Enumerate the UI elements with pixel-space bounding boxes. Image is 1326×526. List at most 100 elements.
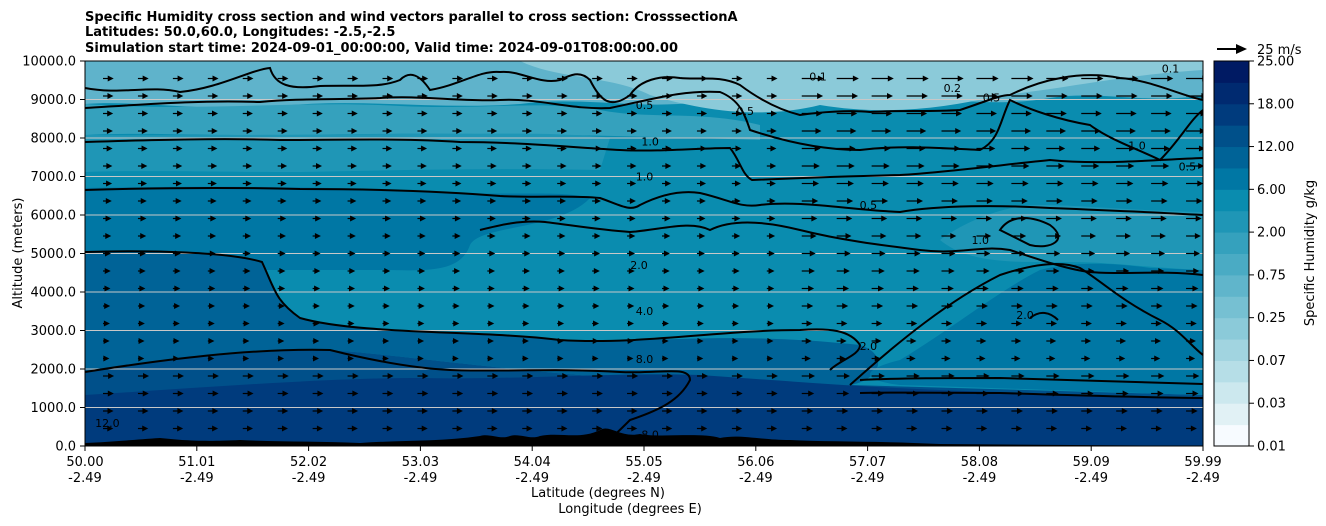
wind-vector: [906, 110, 928, 117]
wind-vector: [347, 355, 354, 362]
wind-vector: [347, 390, 359, 397]
wind-vector: [277, 320, 285, 327]
wind-vector: [242, 390, 254, 397]
wind-vector: [347, 268, 356, 274]
wind-vector: [137, 285, 146, 292]
wind-vector: [801, 425, 813, 432]
wind-vector: [417, 373, 429, 379]
wind-vector: [312, 250, 321, 257]
colorbar-frame: [1213, 60, 1250, 447]
wind-vector: [1011, 250, 1026, 257]
x-tick-label-lat: 52.02: [290, 455, 327, 470]
wind-vector: [242, 93, 254, 99]
colorbar-segment: [1214, 424, 1249, 447]
wind-vector: [976, 180, 994, 187]
wind-vector: [836, 338, 847, 344]
wind-vector: [522, 215, 531, 222]
wind-vector: [1081, 75, 1104, 82]
contour-value-label: 12.0: [95, 417, 120, 430]
wind-vector: [627, 373, 639, 379]
wind-vector: [347, 408, 359, 414]
wind-vector: [696, 163, 707, 169]
wind-vector: [871, 198, 889, 204]
wind-vector: [242, 233, 252, 239]
wind-vector: [557, 355, 564, 362]
wind-vector: [172, 128, 183, 134]
wind-vector: [1186, 373, 1200, 379]
colorbar-ticks: 0.01 0.03 0.07 0.25 0.75 2.00 6.00 12.00 18.00 25…: [1249, 55, 1294, 455]
wind-vector: [1046, 425, 1058, 432]
wind-vector: [137, 355, 145, 362]
contour-value-label: 1.0: [641, 136, 659, 149]
wind-vector: [731, 390, 743, 397]
wind-vector: [522, 163, 532, 169]
wind-vector: [1081, 180, 1099, 187]
y-tick-label: 5000.0: [31, 247, 77, 262]
wind-vector: [522, 408, 533, 414]
wind-vector: [662, 110, 673, 117]
wind-vector: [452, 373, 464, 379]
wind-vector: [347, 180, 357, 187]
wind-vector: [801, 145, 821, 152]
wind-vector: [347, 163, 357, 169]
wind-vector: [522, 425, 533, 432]
wind-vector: [696, 233, 706, 239]
wind-vector: [417, 303, 425, 309]
wind-vector: [906, 373, 920, 379]
wind-vector: [487, 93, 498, 99]
wind-vector: [1186, 268, 1200, 274]
wind-vector: [801, 373, 816, 379]
wind-vector: [731, 338, 739, 344]
wind-vector: [1186, 408, 1198, 414]
wind-vector: [417, 233, 426, 239]
wind-vector: [242, 215, 252, 222]
wind-vector: [207, 303, 215, 309]
wind-vector: [557, 198, 567, 204]
wind-vector: [1116, 425, 1128, 432]
wind-vector: [452, 180, 462, 187]
x-axis: 50.00-2.4951.01-2.4952.02-2.4953.03-2.49…: [66, 446, 1222, 486]
wind-vector: [836, 163, 855, 169]
wind-vector: [1151, 268, 1165, 274]
wind-vector: [557, 215, 566, 222]
wind-vector: [382, 338, 390, 344]
x-tick-label-lat: 51.01: [178, 455, 215, 470]
wind-vector: [103, 180, 113, 187]
plot-area: 0.1 0.1 0.2 0.5 0.5 0.5 0.5 0.5 1.0 1.0 1.0 1.0 2.0 2…: [85, 61, 1203, 446]
colorbar: [1214, 61, 1249, 447]
colorbar-segment: [1214, 103, 1249, 126]
y-tick-label: 7000.0: [31, 170, 77, 185]
wind-vector: [452, 198, 462, 204]
wind-vector: [662, 198, 671, 204]
colorbar-segment: [1214, 403, 1249, 426]
wind-vector: [522, 110, 533, 117]
wind-vector: [976, 408, 989, 414]
wind-vector: [592, 390, 603, 397]
wind-vector: [242, 250, 251, 257]
wind-vector: [487, 128, 498, 134]
wind-vector: [662, 180, 672, 187]
wind-vector: [906, 268, 920, 274]
wind-vector: [347, 320, 355, 327]
wind-vector: [1011, 145, 1031, 152]
wind-vector: [103, 338, 110, 344]
wind-vector: [382, 355, 389, 362]
wind-vector: [871, 75, 894, 82]
wind-vector: [417, 390, 429, 397]
wind-vector: [1011, 128, 1032, 134]
wind-vector: [941, 320, 953, 327]
wind-vector: [592, 250, 601, 257]
wind-vector: [522, 198, 532, 204]
wind-vector: [137, 320, 145, 327]
wind-vector: [487, 145, 497, 152]
wind-vector: [731, 215, 741, 222]
wind-vector: [1081, 355, 1091, 362]
wind-vector: [452, 285, 460, 292]
wind-vector: [1151, 250, 1166, 257]
wind-vector: [207, 215, 217, 222]
wind-vector: [731, 128, 742, 134]
wind-vector: [696, 215, 706, 222]
wind-vector: [1186, 233, 1201, 239]
wind-vector: [557, 303, 565, 309]
x-tick-label-lon: -2.49: [180, 471, 214, 486]
